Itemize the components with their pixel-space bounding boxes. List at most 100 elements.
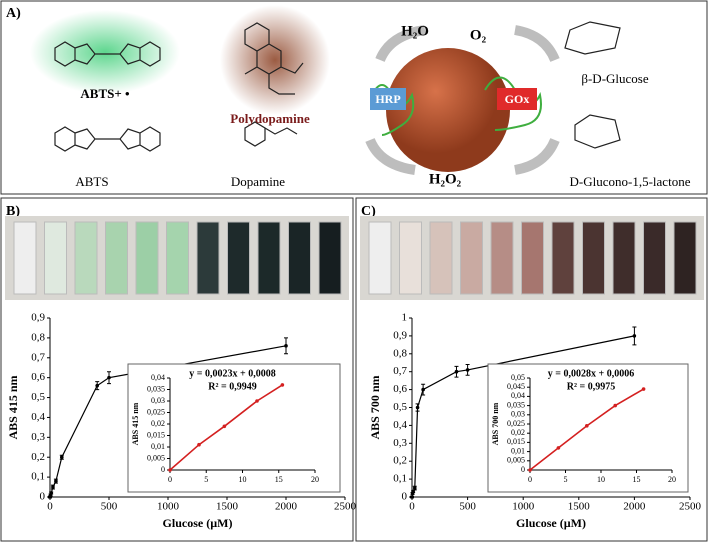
x-axis-label: Glucose (µM)	[516, 516, 586, 530]
point	[51, 485, 55, 489]
cuvettes	[13, 221, 697, 295]
point	[284, 344, 288, 348]
y-tick-label: 0,025	[507, 419, 525, 428]
panel-label: B)	[6, 204, 20, 219]
label: H₂O₂	[429, 171, 462, 187]
x-tick-label: 1000	[157, 501, 180, 513]
y-tick-label: 0,3	[31, 431, 45, 443]
y-tick-label: 0,9	[31, 312, 45, 324]
cuvette	[368, 221, 392, 295]
glow	[30, 10, 180, 94]
point	[222, 424, 227, 429]
point	[49, 491, 53, 495]
x-tick-label: 20	[311, 475, 319, 484]
y-tick-label: 0,01	[151, 442, 165, 451]
label: H₂O	[401, 23, 429, 39]
point	[454, 369, 459, 374]
point	[410, 495, 414, 499]
x-tick-label: 500	[459, 501, 476, 513]
y-tick-label: 0,1	[393, 473, 407, 485]
x-tick-label: 10	[239, 475, 247, 484]
y-tick-label: 0,1	[31, 471, 45, 483]
enzyme	[371, 76, 542, 136]
point	[632, 334, 637, 338]
point	[528, 468, 532, 472]
point	[60, 455, 64, 460]
cuvette	[429, 221, 453, 295]
cuvette	[166, 221, 189, 295]
x-tick-label: 5	[204, 475, 208, 484]
y-tick-label: 0,03	[151, 396, 165, 405]
y-tick-label: 0,005	[147, 453, 165, 462]
hrp-box	[370, 88, 406, 110]
inset-frame	[127, 363, 341, 493]
annotation: y = 0,0028x + 0,0006	[548, 368, 634, 379]
x-tick-label: 1500	[568, 501, 591, 513]
cuvette	[612, 221, 636, 295]
cuvette	[44, 221, 67, 295]
y-tick-label: 0,015	[147, 430, 165, 439]
y-tick-label: 0,4	[393, 419, 407, 431]
y-tick-label: 0,05	[511, 373, 525, 382]
point	[107, 375, 111, 380]
x-tick-label: 1000	[512, 501, 535, 513]
annotation: y = 0,0023x + 0,0008	[189, 368, 275, 379]
label: D-Glucono-1,5-lactone	[570, 174, 691, 189]
inset-frame	[487, 363, 689, 493]
x-tick-label: 2500	[679, 501, 702, 513]
point	[411, 489, 415, 494]
label: Dopamine	[231, 174, 285, 189]
y-tick-label: 0	[521, 465, 525, 474]
x-tick-label: 0	[168, 475, 172, 484]
point	[168, 468, 172, 472]
label: β-D-Glucose	[581, 71, 648, 86]
label: Polydopamine	[230, 111, 310, 126]
point	[421, 387, 425, 392]
point	[415, 405, 420, 410]
point	[613, 403, 617, 408]
x-tick-label: 15	[633, 475, 641, 484]
nanoparticle	[386, 48, 510, 172]
cuvette	[521, 221, 544, 295]
cuvette	[105, 221, 128, 295]
y-tick-label: 0,025	[147, 407, 165, 416]
point	[641, 387, 646, 391]
y-axis-label: ABS 415 nm	[131, 402, 140, 445]
x-tick-label: 2000	[623, 501, 646, 513]
cuvette	[227, 221, 250, 295]
cuvette	[643, 221, 666, 295]
y-tick-label: 0,8	[31, 331, 45, 343]
arrow	[365, 25, 560, 175]
x-tick-label: 0	[409, 501, 415, 513]
y-tick-label: 0,04	[151, 373, 165, 382]
y-tick-label: 0	[161, 465, 165, 474]
y-tick-label: 0,9	[393, 329, 407, 341]
x-axis-label: Glucose (µM)	[163, 516, 233, 530]
cuvette	[582, 221, 605, 295]
cuvette	[673, 221, 697, 295]
point	[412, 486, 417, 490]
y-axis-label: ABS 415 nm	[6, 375, 20, 439]
panel-frame	[355, 197, 708, 542]
annotation: R² = 0,9949	[208, 381, 256, 392]
y-tick-label: 0,7	[31, 351, 45, 363]
label: ABTS	[75, 174, 108, 189]
y-tick-label: 0,015	[507, 437, 525, 446]
molecule-sketch	[54, 21, 621, 152]
cuvette	[74, 221, 98, 295]
point	[95, 383, 99, 388]
point	[280, 383, 285, 387]
y-tick-label: 0	[40, 491, 46, 503]
x-tick-label: 2000	[275, 501, 298, 513]
panel-frame	[0, 197, 354, 542]
y-tick-label: 0,5	[31, 391, 45, 403]
label: GOx	[505, 92, 530, 106]
x-tick-label: 2500	[334, 501, 357, 513]
x-tick-label: 1500	[216, 501, 239, 513]
annotation: R² = 0,9975	[567, 381, 615, 392]
cuvette	[196, 221, 220, 295]
panel-label: C)	[361, 204, 376, 219]
y-tick-label: 0,04	[511, 391, 525, 400]
point	[465, 368, 470, 372]
